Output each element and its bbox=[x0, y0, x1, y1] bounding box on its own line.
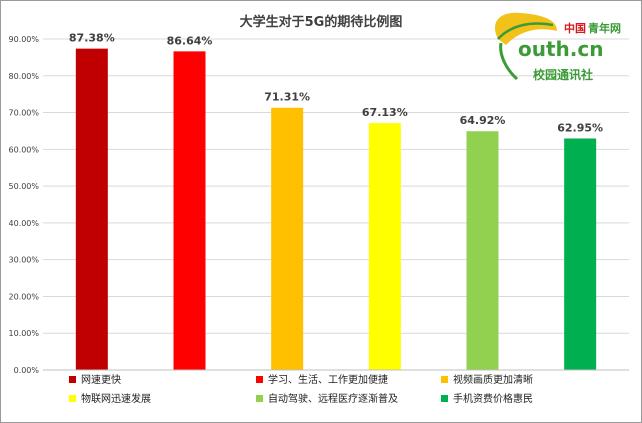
logo-text-domain: outh.cn bbox=[518, 37, 603, 61]
y-tick-label: 40.00% bbox=[8, 219, 39, 228]
data-label: 67.13% bbox=[362, 106, 408, 119]
y-tick-label: 60.00% bbox=[8, 145, 39, 154]
y-tick-label: 50.00% bbox=[8, 182, 39, 191]
bars bbox=[75, 48, 597, 371]
legend-swatch bbox=[256, 395, 263, 402]
bar bbox=[75, 48, 108, 371]
data-label: 64.92% bbox=[460, 114, 506, 127]
legend-label: 物联网迅速发展 bbox=[81, 392, 151, 405]
bar bbox=[466, 131, 499, 370]
legend-label: 网速更快 bbox=[81, 374, 121, 386]
legend-swatch bbox=[256, 376, 263, 383]
y-tick-label: 20.00% bbox=[8, 292, 39, 301]
legend-label: 自动驾驶、远程医疗逐渐普及 bbox=[268, 392, 398, 405]
y-tick-label: 10.00% bbox=[8, 329, 39, 338]
logo-text-china: 中国 bbox=[564, 21, 586, 35]
legend-swatch bbox=[69, 376, 76, 383]
y-tick-label: 80.00% bbox=[8, 72, 39, 81]
bar bbox=[564, 138, 597, 370]
y-tick-label: 70.00% bbox=[8, 109, 39, 118]
data-label: 62.95% bbox=[557, 121, 603, 134]
data-label: 71.31% bbox=[264, 91, 310, 104]
y-tick-label: 90.00% bbox=[8, 35, 39, 44]
ginkgo-leaf-icon bbox=[494, 12, 557, 81]
data-label: 87.38% bbox=[69, 32, 115, 45]
y-axis: 0.00% 10.00% 20.00% 30.00% 40.00% 50.00% 60.00… bbox=[8, 35, 39, 375]
bar bbox=[173, 51, 206, 371]
logo-text-agency: 校园通讯社 bbox=[533, 67, 593, 82]
legend-swatch bbox=[69, 395, 76, 402]
logo-text-qingnianwang: 青年网 bbox=[588, 21, 621, 35]
youth-cn-logo: 中国 青年网 outh.cn 校园通讯社 bbox=[494, 12, 621, 82]
bar bbox=[271, 107, 304, 370]
legend-swatch bbox=[441, 376, 448, 383]
legend-label: 学习、生活、工作更加便捷 bbox=[268, 373, 388, 386]
y-tick-label: 30.00% bbox=[8, 256, 39, 265]
bar bbox=[368, 123, 401, 370]
y-tick-label: 0.00% bbox=[14, 366, 40, 375]
data-labels: 87.38% 86.64% 71.31% 67.13% 64.92% 62.95% bbox=[69, 32, 603, 135]
legend-label: 手机资费价格惠民 bbox=[453, 392, 533, 405]
grid-lines bbox=[43, 38, 629, 334]
legend-label: 视频画质更加清晰 bbox=[453, 373, 533, 386]
legend-swatch bbox=[441, 395, 448, 402]
chart-title: 大学生对于5G的期待比例图 bbox=[240, 14, 403, 30]
data-label: 86.64% bbox=[167, 34, 213, 47]
